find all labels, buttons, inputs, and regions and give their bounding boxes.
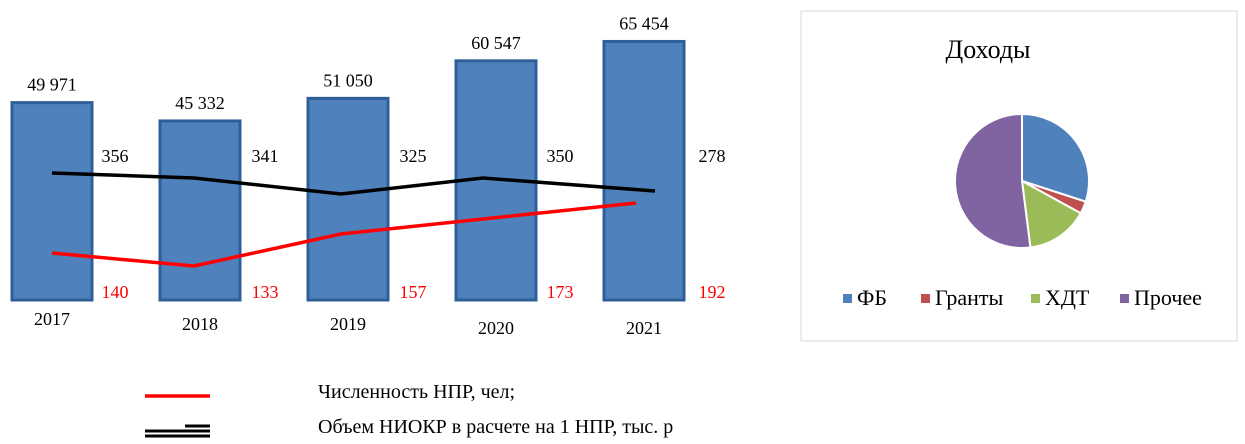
category-label-2021: 2021 — [626, 318, 662, 338]
bar-value-label-2020: 60 547 — [471, 33, 521, 53]
pie-legend-label-0: ФБ — [857, 285, 887, 310]
pie-legend-label-3: Прочее — [1134, 285, 1202, 310]
pie-legend-swatch-1 — [921, 294, 930, 303]
pie-group — [953, 112, 1090, 249]
category-label-group: 2017 2018 2019 2020 2021 — [34, 309, 662, 338]
red-line-label-2017: 140 — [102, 282, 129, 302]
pie-legend-label-2: ХДТ — [1045, 285, 1090, 310]
bar-label-group: 49 971 45 332 51 050 60 547 65 454 — [27, 13, 669, 112]
black-line-label-2017: 356 — [102, 146, 129, 166]
line-label-group: 140 356 133 341 157 325 173 350 192 278 — [102, 146, 726, 302]
legend-label-red: Численность НПР, чел; — [318, 381, 515, 403]
category-label-2018: 2018 — [182, 314, 218, 334]
red-line-label-2019: 157 — [400, 282, 427, 302]
bar-2021 — [602, 39, 686, 302]
pie-legend-swatch-0 — [843, 294, 852, 303]
bar-value-label-2021: 65 454 — [619, 13, 669, 33]
bar-2017 — [10, 101, 94, 302]
black-line-series — [51, 171, 656, 196]
bar-value-label-2017: 49 971 — [27, 75, 77, 95]
pie-title: Доходы — [945, 35, 1030, 64]
pie-slice-3 — [953, 112, 1032, 249]
category-label-2017: 2017 — [34, 309, 70, 329]
black-line-label-2018: 341 — [252, 146, 279, 166]
pie-legend: ФБ Гранты ХДТ Прочее — [843, 285, 1202, 310]
red-line-label-2018: 133 — [252, 282, 279, 302]
pie-legend-swatch-3 — [1120, 294, 1129, 303]
black-line-label-2019: 325 — [400, 146, 427, 166]
legend: Численность НПР, чел; Объем НИОКР в расче… — [145, 381, 673, 438]
category-label-2019: 2019 — [330, 314, 366, 334]
pie-slice-0 — [1021, 112, 1090, 203]
bar-value-label-2019: 51 050 — [323, 70, 373, 90]
pie-slice-2 — [1020, 179, 1083, 249]
black-line-label-2021: 278 — [699, 146, 726, 166]
bar-2018 — [158, 119, 242, 302]
line-group — [51, 171, 656, 268]
pie-legend-label-1: Гранты — [935, 285, 1003, 310]
legend-label-black: Объем НИОКР в расчете на 1 НПР, тыс. р — [318, 416, 673, 438]
pie-legend-swatch-2 — [1031, 294, 1040, 303]
bar-2019 — [306, 96, 390, 302]
bar-value-label-2018: 45 332 — [175, 93, 225, 113]
red-line-label-2020: 173 — [547, 282, 574, 302]
category-label-2020: 2020 — [478, 318, 514, 338]
red-line-label-2021: 192 — [699, 282, 726, 302]
red-line-series — [51, 201, 637, 268]
black-line-label-2020: 350 — [547, 146, 574, 166]
